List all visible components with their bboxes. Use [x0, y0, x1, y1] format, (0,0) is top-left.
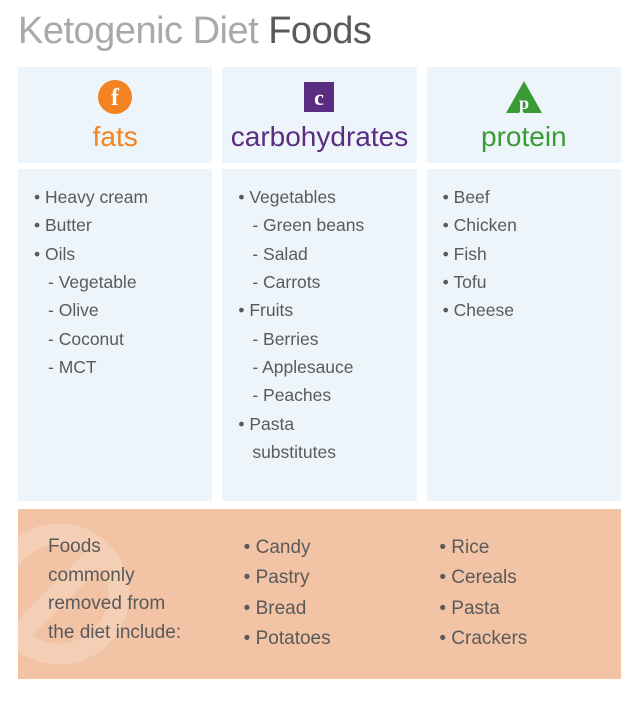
svg-text:p: p: [519, 93, 529, 113]
list-item: Vegetables: [238, 183, 410, 211]
column-header-protein: p protein: [427, 67, 621, 163]
list-item: Crackers: [439, 624, 615, 654]
list-item: Beef: [443, 183, 615, 211]
list-item: Butter: [34, 211, 206, 239]
list-item: Salad: [238, 240, 410, 268]
protein-label: protein: [427, 121, 621, 153]
column-fats: f fats Heavy creamButterOilsVegetableOli…: [18, 67, 212, 501]
list-item: Peaches: [238, 381, 410, 409]
list-item: Pastry: [244, 563, 420, 593]
svg-text:f: f: [111, 85, 120, 111]
removed-list-1: CandyPastryBreadPotatoes: [224, 533, 420, 655]
protein-icon: p: [427, 79, 621, 115]
list-item: Fish: [443, 240, 615, 268]
list-item: Cheese: [443, 296, 615, 324]
title-prefix: Ketogenic Diet: [18, 10, 268, 52]
list-item: Fruits: [238, 296, 410, 324]
list-item: Heavy cream: [34, 183, 206, 211]
carbs-list: VegetablesGreen beansSaladCarrotsFruitsB…: [222, 169, 416, 501]
page-title: Ketogenic Diet Foods: [18, 10, 621, 53]
list-item: Green beans: [238, 211, 410, 239]
list-item: Oils: [34, 240, 206, 268]
fats-list: Heavy creamButterOilsVegetableOliveCocon…: [18, 169, 212, 501]
column-carbs: c carbohydrates VegetablesGreen beansSal…: [222, 67, 416, 501]
svg-text:c: c: [315, 85, 325, 110]
fats-icon: f: [18, 79, 212, 115]
removed-foods-panel: Foodscommonlyremoved fromthe diet includ…: [18, 509, 621, 679]
protein-list: BeefChickenFishTofuCheese: [427, 169, 621, 501]
list-item: Olive: [34, 296, 206, 324]
carbs-icon: c: [222, 79, 416, 115]
removed-label: Foodscommonlyremoved fromthe diet includ…: [18, 533, 224, 655]
column-protein: p protein BeefChickenFishTofuCheese: [427, 67, 621, 501]
list-item: Pasta: [238, 410, 410, 438]
list-item: Potatoes: [244, 624, 420, 654]
list-item: Coconut: [34, 325, 206, 353]
list-item: Berries: [238, 325, 410, 353]
list-item: Carrots: [238, 268, 410, 296]
category-columns: f fats Heavy creamButterOilsVegetableOli…: [18, 67, 621, 501]
title-emphasis: Foods: [268, 10, 371, 52]
list-item: Bread: [244, 594, 420, 624]
column-header-fats: f fats: [18, 67, 212, 163]
removed-list-2: RiceCerealsPastaCrackers: [419, 533, 615, 655]
list-item: Rice: [439, 533, 615, 563]
list-item: substitutes: [238, 438, 410, 466]
list-item: Cereals: [439, 563, 615, 593]
column-header-carbs: c carbohydrates: [222, 67, 416, 163]
list-item: Tofu: [443, 268, 615, 296]
list-item: Vegetable: [34, 268, 206, 296]
list-item: Candy: [244, 533, 420, 563]
list-item: MCT: [34, 353, 206, 381]
fats-label: fats: [18, 121, 212, 153]
list-item: Pasta: [439, 594, 615, 624]
list-item: Applesauce: [238, 353, 410, 381]
list-item: Chicken: [443, 211, 615, 239]
carbs-label: carbohydrates: [222, 121, 416, 153]
